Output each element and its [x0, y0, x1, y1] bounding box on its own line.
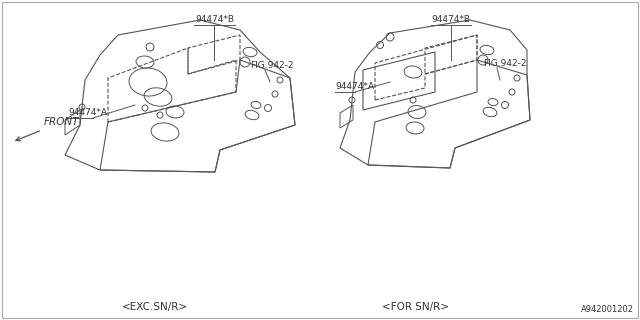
- Text: A942001202: A942001202: [581, 305, 634, 314]
- Text: 94474*B: 94474*B: [431, 15, 470, 24]
- Text: 94474*A: 94474*A: [335, 82, 374, 91]
- Text: <FOR SN/R>: <FOR SN/R>: [381, 302, 449, 312]
- Text: <EXC.SN/R>: <EXC.SN/R>: [122, 302, 188, 312]
- Text: FIG.942-2: FIG.942-2: [483, 59, 527, 68]
- Text: 94474*B: 94474*B: [195, 15, 234, 24]
- Text: FIG.942-2: FIG.942-2: [250, 61, 294, 70]
- Text: FRONT: FRONT: [44, 117, 79, 127]
- Text: 94474*A: 94474*A: [68, 108, 107, 117]
